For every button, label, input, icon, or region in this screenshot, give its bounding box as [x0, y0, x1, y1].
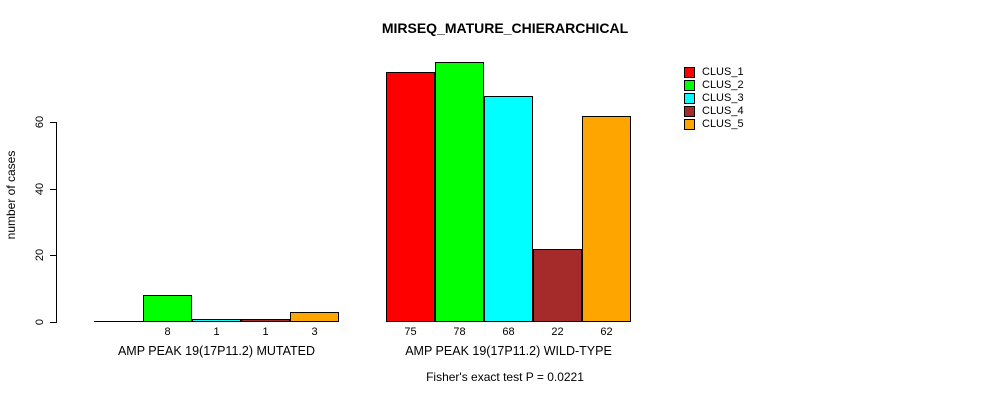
- bar-value-label: 75: [404, 326, 417, 338]
- bar-value-label: 1: [262, 326, 269, 338]
- legend-swatch-clus_4: [684, 106, 695, 117]
- bar-value-label: 1: [213, 326, 220, 338]
- bar-clus_3: [192, 319, 241, 322]
- legend-item: CLUS_3: [684, 92, 744, 105]
- annotation-fisher-test: Fisher's exact test P = 0.0221: [426, 370, 584, 384]
- bar-clus_2: [143, 295, 192, 322]
- x-group-label: AMP PEAK 19(17P11.2) MUTATED: [117, 344, 316, 358]
- y-tick-label: 0: [34, 318, 46, 326]
- y-tick: [50, 122, 56, 123]
- bar-clus_3: [484, 96, 533, 322]
- bar-clus_5: [290, 312, 339, 322]
- y-tick-label: 60: [34, 115, 46, 129]
- legend-item: CLUS_4: [684, 105, 744, 118]
- legend-label: CLUS_2: [702, 79, 744, 91]
- legend-label: CLUS_3: [702, 92, 744, 104]
- bar-value-label: 22: [551, 326, 564, 338]
- bar-clus_1: [94, 321, 143, 322]
- bar-clus_5: [582, 116, 631, 322]
- legend-item: CLUS_2: [684, 79, 744, 92]
- legend-label: CLUS_1: [702, 66, 744, 78]
- legend-swatch-clus_2: [684, 80, 695, 91]
- y-tick-label: 40: [34, 182, 46, 196]
- y-tick-label: 20: [34, 248, 46, 262]
- legend-label: CLUS_4: [702, 105, 744, 117]
- chart-title: MIRSEQ_MATURE_CHIERARCHICAL: [381, 20, 629, 36]
- y-tick: [50, 322, 56, 323]
- bar-value-label: 8: [164, 326, 171, 338]
- y-axis: [56, 122, 57, 323]
- bar-clus_4: [533, 249, 582, 322]
- legend-item: CLUS_5: [684, 118, 744, 131]
- bar-clus_2: [435, 62, 484, 322]
- bar-clus_4: [241, 319, 290, 322]
- bar-value-label: 78: [453, 326, 466, 338]
- y-tick: [50, 189, 56, 190]
- legend-item: CLUS_1: [684, 66, 744, 79]
- legend-label: CLUS_5: [702, 118, 744, 130]
- legend-swatch-clus_5: [684, 119, 695, 130]
- legend-swatch-clus_3: [684, 93, 695, 104]
- x-group-label: AMP PEAK 19(17P11.2) WILD-TYPE: [405, 344, 612, 358]
- y-tick: [50, 255, 56, 256]
- bar-value-label: 68: [502, 326, 515, 338]
- bar-value-label: 62: [600, 326, 613, 338]
- legend: CLUS_1 CLUS_2 CLUS_3 CLUS_4 CLUS_5: [684, 66, 744, 131]
- legend-swatch-clus_1: [684, 67, 695, 78]
- bar-value-label: 3: [311, 326, 318, 338]
- bar-clus_1: [386, 72, 435, 322]
